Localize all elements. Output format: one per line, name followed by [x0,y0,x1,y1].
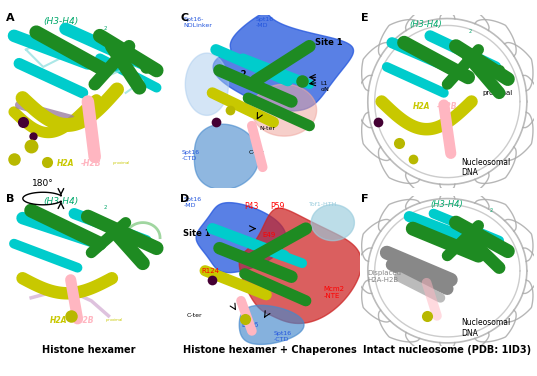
Text: P43: P43 [245,202,259,211]
Polygon shape [252,84,317,136]
Text: Tof1-HTH: Tof1-HTH [309,202,338,206]
Text: Site 1: Site 1 [184,229,211,238]
Text: $^{proximal}$: $^{proximal}$ [105,317,124,324]
Text: E: E [361,13,369,23]
Text: (H3-H4): (H3-H4) [43,197,78,206]
Text: Spt16
-CTD: Spt16 -CTD [182,150,200,161]
Text: (H3-H4): (H3-H4) [409,20,442,29]
Polygon shape [354,76,372,127]
Polygon shape [440,188,489,209]
Polygon shape [440,6,489,30]
Polygon shape [405,6,455,30]
Text: N-ter: N-ter [259,126,275,131]
Text: Nucleosomal
DNA: Nucleosomal DNA [461,318,510,338]
Text: -H2B: -H2B [81,159,101,168]
Text: (H3-H4): (H3-H4) [430,200,463,209]
Text: -H2B: -H2B [74,316,95,325]
Polygon shape [213,12,353,111]
Text: C-ter: C-ter [248,150,264,155]
Text: $_2$: $_2$ [468,27,473,36]
Polygon shape [475,147,516,183]
Text: A: A [6,13,14,23]
Text: Histone hexamer + Chaperones: Histone hexamer + Chaperones [183,345,357,355]
Text: L186: L186 [241,322,258,328]
Text: B: B [6,194,14,204]
Polygon shape [240,208,361,323]
Polygon shape [361,220,390,261]
Text: Spt16
-MD: Spt16 -MD [256,17,273,27]
Polygon shape [379,200,420,231]
Polygon shape [504,220,533,261]
Polygon shape [475,200,516,231]
Polygon shape [379,20,420,56]
Polygon shape [311,205,354,241]
Text: proximal: proximal [482,90,512,96]
Text: H2A: H2A [413,102,430,111]
Polygon shape [354,248,372,293]
Polygon shape [440,173,489,197]
Polygon shape [475,310,516,342]
Polygon shape [196,203,286,273]
Text: F: F [361,194,369,204]
Text: Nucleosomal
DNA: Nucleosomal DNA [461,158,510,177]
Text: Histone hexamer: Histone hexamer [42,345,135,355]
Polygon shape [440,332,489,353]
Text: E49: E49 [263,232,276,238]
Text: H2A: H2A [57,159,75,168]
Text: P59: P59 [270,202,284,211]
Polygon shape [405,173,455,197]
Polygon shape [523,248,537,293]
Text: L1
αN: L1 αN [320,81,329,92]
Text: Site 2: Site 2 [220,70,247,79]
Polygon shape [361,112,390,161]
Polygon shape [504,280,533,322]
Polygon shape [504,42,533,91]
Text: $_2$: $_2$ [103,203,108,212]
Text: Displaced
H2A-H2B: Displaced H2A-H2B [368,270,402,283]
Text: Site 1: Site 1 [315,38,343,47]
Text: D: D [180,194,190,204]
Text: Spt16-
NDLinker: Spt16- NDLinker [184,17,212,27]
Polygon shape [504,112,533,161]
Polygon shape [194,124,259,190]
Text: $^{proximal}$: $^{proximal}$ [112,160,131,167]
Text: -H2B: -H2B [437,102,458,111]
Polygon shape [523,76,537,127]
Text: Spt16
-MD: Spt16 -MD [184,197,201,208]
Text: C: C [180,13,188,23]
Text: H2A: H2A [50,316,68,325]
Text: C-ter: C-ter [187,313,202,318]
Text: R124: R124 [201,268,220,274]
Polygon shape [240,305,304,344]
Text: Mcm2
-NTE: Mcm2 -NTE [324,286,345,299]
Polygon shape [379,310,420,342]
Text: 180°: 180° [32,179,54,188]
Polygon shape [405,188,455,209]
Text: $_2$: $_2$ [489,206,494,215]
Polygon shape [361,42,390,91]
Polygon shape [185,53,228,115]
Polygon shape [361,280,390,322]
Text: Intact nucleosome (PDB: 1ID3): Intact nucleosome (PDB: 1ID3) [363,345,532,355]
Text: Spt16
-CTD: Spt16 -CTD [273,331,292,342]
Polygon shape [475,20,516,56]
Text: $_2$: $_2$ [103,24,108,33]
Polygon shape [379,147,420,183]
Polygon shape [405,332,455,353]
Text: (H3-H4): (H3-H4) [43,17,78,26]
